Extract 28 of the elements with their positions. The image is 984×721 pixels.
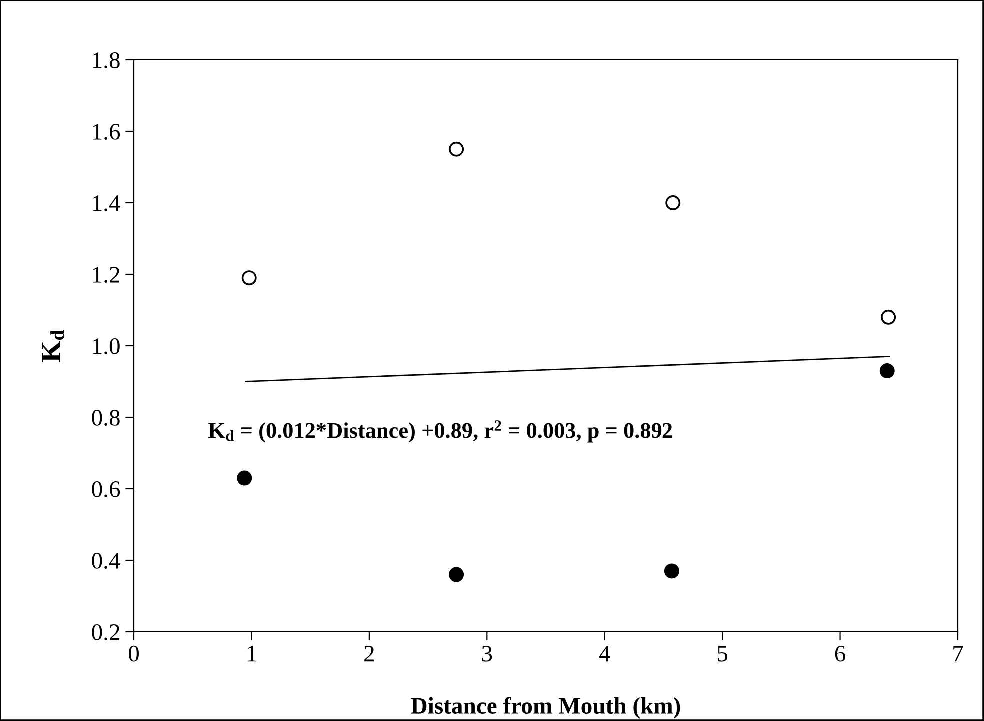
point: [880, 364, 895, 379]
x-tick-label: 0: [128, 646, 140, 662]
point: [881, 310, 896, 325]
y-tick-label: 0.4: [92, 552, 120, 570]
y-tick-label: 1.2: [93, 267, 120, 284]
y-tick-label: 1.8: [93, 52, 120, 69]
x-tick-label: 3: [482, 646, 492, 662]
x-axis-title: Distance from Mouth (km): [411, 697, 680, 719]
x-tick-label: 1: [248, 646, 256, 662]
point: [449, 567, 464, 582]
y-tick-label: 0.6: [92, 481, 120, 498]
y-tick-label: 1.4: [93, 196, 120, 212]
point: [237, 470, 252, 486]
y-axis-title: K$_{d}$: [42, 330, 64, 362]
point: [242, 270, 257, 286]
annotation: K$_{d}$ = (0.012*Distance) +0.89, r$^{2}$ = 0.003, p = 0.892: [208, 420, 672, 443]
x-tick-label: 6: [835, 646, 846, 662]
y-tick-label: 0.8: [92, 410, 120, 426]
y-tick-label: 1.6: [93, 124, 120, 140]
point: [666, 196, 681, 210]
x-tick-label: 5: [718, 646, 728, 662]
point: [664, 564, 680, 579]
x-tick-label: 7: [954, 646, 964, 662]
y-tick-label: 1.0: [93, 338, 120, 355]
point: [449, 142, 464, 157]
y-tick-label: 0.2: [92, 624, 120, 641]
x-tick-label: 4: [599, 646, 610, 662]
x-tick-label: 2: [364, 646, 374, 662]
